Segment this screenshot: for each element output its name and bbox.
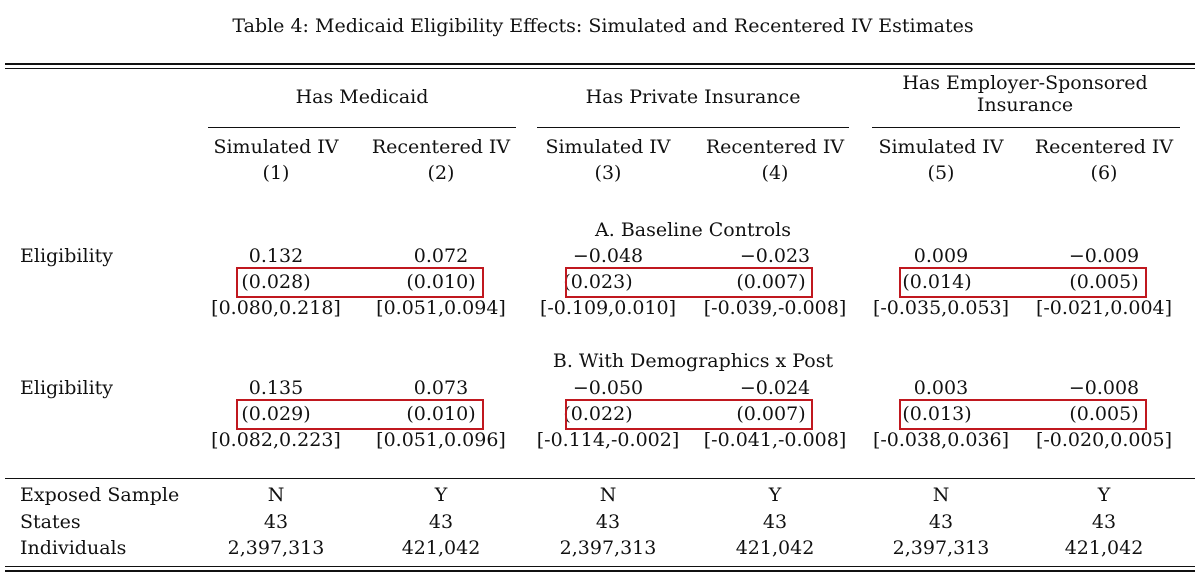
panel-a-ci: [-0.039,-0.008]: [703, 297, 847, 319]
footer-value: 2,397,313: [227, 537, 325, 559]
col-num-4: (4): [761, 162, 789, 184]
footer-value: 43: [928, 511, 954, 533]
footer-value: Y: [434, 484, 448, 506]
col-method-3: Simulated IV: [545, 136, 671, 158]
group-rule-employer: [872, 127, 1180, 128]
panel-a-se: (0.014): [902, 271, 972, 293]
mid-rule: [5, 478, 1195, 479]
col-num-2: (2): [427, 162, 455, 184]
panel-a-ci: [0.051,0.094]: [376, 297, 506, 319]
footer-value: Y: [1097, 484, 1111, 506]
footer-label-exposed: Exposed Sample: [20, 484, 180, 506]
col-method-5: Simulated IV: [878, 136, 1004, 158]
panel-b-coef: −0.050: [572, 377, 644, 399]
panel-a-se: (0.007): [736, 271, 806, 293]
panel-a-row-label: Eligibility: [20, 245, 114, 267]
highlight-box-se-employer-a: [899, 267, 1147, 298]
footer-value: 43: [428, 511, 454, 533]
panel-b-se: (0.007): [736, 403, 806, 425]
panel-b-coef: 0.135: [248, 377, 304, 399]
panel-b-ci: [-0.114,-0.002]: [536, 429, 680, 451]
panel-a-title: A. Baseline Controls: [595, 219, 791, 241]
footer-value: 43: [595, 511, 621, 533]
group-header-employer: Has Employer-Sponsored Insurance: [902, 72, 1148, 116]
panel-b-title: B. With Demographics x Post: [552, 350, 834, 372]
footer-value: 43: [762, 511, 788, 533]
footer-label-individuals: Individuals: [20, 537, 127, 559]
footer-value: 2,397,313: [559, 537, 657, 559]
panel-a-se: (0.028): [241, 271, 311, 293]
group-rule-private: [537, 127, 849, 128]
footer-value: 421,042: [735, 537, 815, 559]
bottom-rule-outer: [5, 570, 1195, 572]
table-caption: Table 4: Medicaid Eligibility Effects: S…: [232, 15, 974, 37]
panel-b-coef: 0.073: [413, 377, 469, 399]
col-method-4: Recentered IV: [705, 136, 845, 158]
panel-b-coef: −0.008: [1068, 377, 1140, 399]
panel-a-coef: −0.048: [572, 245, 644, 267]
top-rule: [5, 63, 1195, 65]
panel-a-ci: [-0.035,0.053]: [872, 297, 1010, 319]
panel-a-se: (0.010): [406, 271, 476, 293]
footer-label-states: States: [20, 511, 81, 533]
panel-b-se: (0.005): [1069, 403, 1139, 425]
panel-a-se: (0.023): [563, 271, 633, 293]
col-num-5: (5): [927, 162, 955, 184]
panel-b-se: (0.029): [241, 403, 311, 425]
bottom-rule: [5, 566, 1195, 567]
highlight-box-se-private-b: [565, 399, 813, 430]
footer-value: N: [267, 484, 285, 506]
footer-value: 43: [1091, 511, 1117, 533]
group-rule-medicaid: [208, 127, 516, 128]
panel-b-coef: −0.024: [739, 377, 811, 399]
panel-a-ci: [0.080,0.218]: [211, 297, 341, 319]
panel-a-se: (0.005): [1069, 271, 1139, 293]
footer-value: N: [599, 484, 617, 506]
group-header-private: Has Private Insurance: [585, 86, 801, 108]
panel-b-se: (0.022): [563, 403, 633, 425]
panel-a-coef: −0.009: [1068, 245, 1140, 267]
panel-a-coef: 0.072: [413, 245, 469, 267]
panel-b-row-label: Eligibility: [20, 377, 114, 399]
panel-b-coef: 0.003: [913, 377, 969, 399]
panel-b-ci: [-0.020,0.005]: [1035, 429, 1173, 451]
col-num-3: (3): [594, 162, 622, 184]
col-num-6: (6): [1090, 162, 1118, 184]
footer-value: N: [932, 484, 950, 506]
top-rule-inner: [5, 68, 1195, 69]
panel-a-ci: [-0.021,0.004]: [1035, 297, 1173, 319]
footer-value: Y: [768, 484, 782, 506]
footer-value: 421,042: [401, 537, 481, 559]
footer-value: 421,042: [1064, 537, 1144, 559]
panel-b-ci: [-0.038,0.036]: [872, 429, 1010, 451]
panel-b-ci: [0.082,0.223]: [211, 429, 341, 451]
group-header-medicaid: Has Medicaid: [295, 86, 429, 108]
col-method-2: Recentered IV: [371, 136, 511, 158]
footer-value: 2,397,313: [892, 537, 990, 559]
panel-a-coef: −0.023: [739, 245, 811, 267]
panel-b-ci: [-0.041,-0.008]: [703, 429, 847, 451]
panel-a-coef: 0.132: [248, 245, 304, 267]
col-num-1: (1): [262, 162, 290, 184]
panel-a-coef: 0.009: [913, 245, 969, 267]
panel-a-ci: [-0.109,0.010]: [539, 297, 677, 319]
highlight-box-se-medicaid-a: [236, 267, 484, 298]
panel-b-se: (0.013): [902, 403, 972, 425]
footer-value: 43: [263, 511, 289, 533]
highlight-box-se-medicaid-b: [236, 399, 484, 430]
highlight-box-se-private-a: [565, 267, 813, 298]
highlight-box-se-employer-b: [899, 399, 1147, 430]
panel-b-se: (0.010): [406, 403, 476, 425]
panel-b-ci: [0.051,0.096]: [376, 429, 506, 451]
col-method-6: Recentered IV: [1034, 136, 1174, 158]
col-method-1: Simulated IV: [213, 136, 339, 158]
